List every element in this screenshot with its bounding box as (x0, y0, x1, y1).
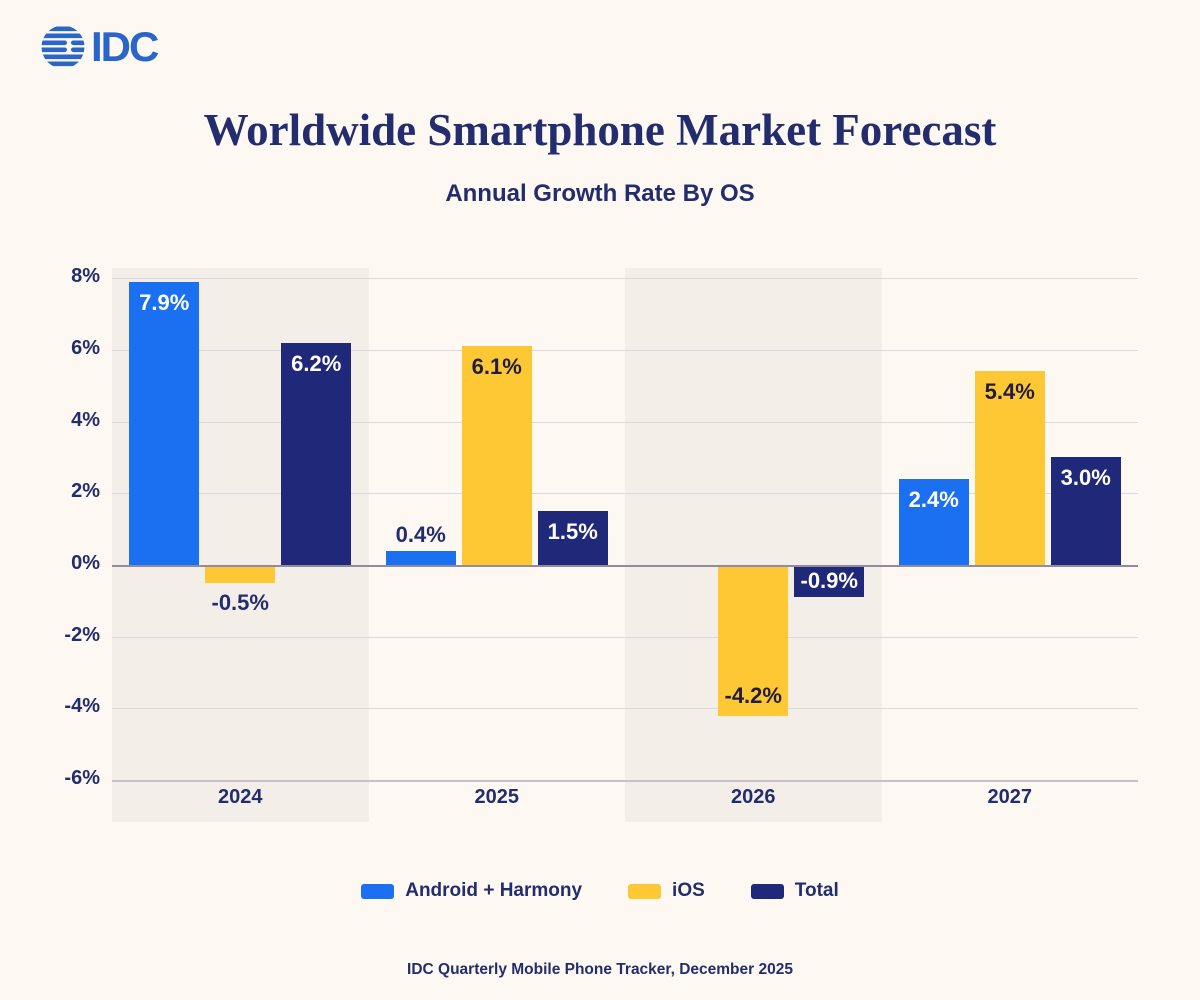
gridline--2 (112, 636, 1138, 638)
bar-label-ios-2027: 5.4% (984, 379, 1035, 405)
idc-logo: IDC (40, 23, 159, 70)
ytick-0: 0% (71, 552, 100, 574)
legend-swatch-total (750, 883, 784, 899)
ytick--6: -6% (64, 767, 100, 790)
legend-label-total: Total (794, 880, 839, 901)
ytick--4: -4% (64, 695, 100, 718)
legend-label-android-harmony: Android + Harmony (405, 880, 583, 901)
bar-ios-2024 (205, 565, 276, 583)
bar-label-total-2024: 6.2% (291, 350, 342, 376)
logo-text: IDC (91, 23, 159, 70)
ytick-4: 4% (71, 408, 100, 431)
gridline--6 (112, 780, 1138, 783)
bar-label-ios-2024: -0.5% (211, 589, 269, 615)
legend-label-ios: iOS (672, 880, 705, 901)
gridline-6 (112, 349, 1138, 351)
xlabel-2027: 2027 (987, 786, 1033, 808)
xlabel-2024: 2024 (218, 786, 263, 808)
bar-android-harmony-2025 (385, 550, 456, 565)
gridline-8 (112, 278, 1138, 280)
bar-label-total-2026: -0.9% (800, 568, 858, 594)
bar-label-android-harmony-2025: 0.4% (395, 521, 446, 547)
bar-label-android-harmony-2027: 2.4% (908, 486, 959, 512)
ytick--2: -2% (64, 623, 100, 646)
bar-total-2027 (1050, 457, 1121, 565)
ytick-2: 2% (71, 480, 100, 503)
bar-android-harmony-2027 (898, 478, 969, 565)
xlabel-2026: 2026 (731, 786, 776, 808)
gridline-0 (112, 565, 1138, 567)
bar-label-total-2025: 1.5% (547, 519, 598, 545)
bar-ios-2026 (718, 565, 789, 716)
globe-stripes-icon (41, 26, 85, 67)
bar-label-total-2027: 3.0% (1060, 465, 1111, 491)
legend-item-ios: iOS (628, 880, 705, 902)
page-title: Worldwide Smartphone Market Forecast (203, 105, 997, 155)
bar-label-ios-2025: 6.1% (471, 354, 522, 380)
bar-ios-2027 (974, 371, 1045, 565)
page-subtitle: Annual Growth Rate By OS (445, 180, 755, 207)
gridline-4 (112, 421, 1138, 423)
gridline--4 (112, 708, 1138, 710)
gridline-2 (112, 493, 1138, 495)
legend-item-android-harmony: Android + Harmony (361, 880, 582, 902)
legend-item-total: Total (750, 880, 839, 902)
bar-android-harmony-2024 (129, 281, 200, 565)
bar-total-2025 (537, 511, 608, 565)
bar-total-2026 (794, 565, 865, 598)
legend-swatch-ios (628, 883, 662, 899)
ytick-8: 8% (71, 265, 100, 288)
plot-area: 7.9% 0.4% 2.4% -0.5% 6.1% -4.2% 5.4% 6.2% 1.5% -0… (112, 268, 1138, 822)
bar-label-ios-2026: -4.2% (724, 682, 782, 708)
bar-total-2024 (281, 342, 352, 565)
xlabel-2025: 2025 (474, 786, 520, 808)
source-note: IDC Quarterly Mobile Phone Tracker, Dece… (407, 961, 793, 978)
bar-label-android-harmony-2024: 7.9% (139, 289, 190, 315)
ytick-6: 6% (71, 336, 100, 359)
legend-swatch-android-harmony (361, 883, 395, 899)
legend: Android + Harmony iOS Total (0, 880, 1200, 902)
bar-ios-2025 (461, 346, 532, 565)
band-2026 (625, 268, 882, 822)
